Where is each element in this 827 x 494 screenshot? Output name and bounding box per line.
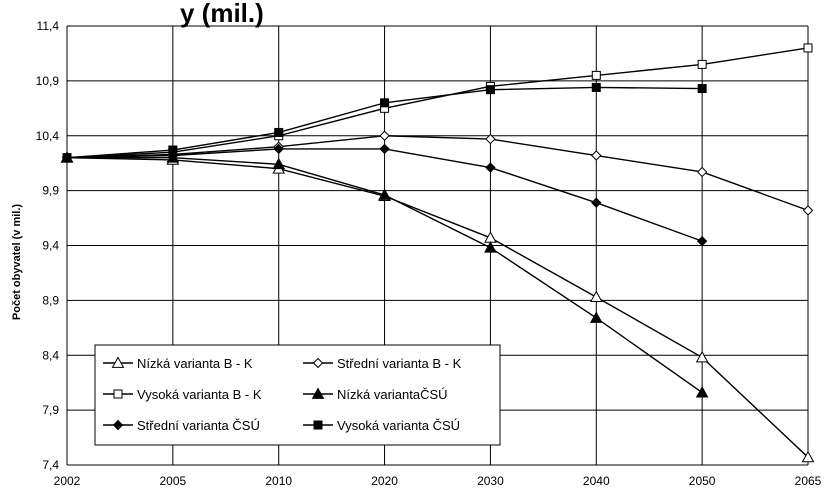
data-point [484, 231, 497, 243]
data-point [591, 197, 602, 208]
data-point [696, 166, 708, 178]
x-tick-label: 2005 [160, 474, 187, 488]
y-tick-label: 8,4 [42, 348, 59, 362]
legend-swatch-marker [112, 419, 124, 431]
y-tick-label: 10,9 [36, 74, 60, 88]
x-tick-label: 2020 [371, 474, 398, 488]
data-point [589, 311, 603, 323]
x-tick-label: 2030 [477, 474, 504, 488]
data-point [62, 153, 72, 163]
y-tick-label: 9,4 [42, 239, 59, 253]
x-tick-label: 2010 [265, 474, 292, 488]
data-point [697, 84, 707, 94]
series-line [66, 47, 809, 159]
data-point [379, 143, 390, 155]
y-tick-label: 10,4 [36, 129, 60, 143]
x-tick-label: 2065 [795, 474, 822, 488]
y-axis-label: Počet obyvatel (v mil.) [11, 204, 23, 320]
chart-title-fragment: y (mil.) [180, 0, 264, 28]
legend-swatch-marker [111, 356, 125, 368]
legend-box [94, 344, 501, 446]
x-tick-label: 2002 [54, 474, 81, 488]
data-point [591, 70, 601, 80]
legend-label: Nízká variantaČSÚ [337, 387, 448, 402]
y-tick-label: 8,9 [42, 293, 59, 307]
legend-swatch-marker [311, 387, 325, 399]
data-point [801, 450, 815, 463]
data-point [803, 43, 813, 53]
legend-label: Vysoká varianta ČSÚ [337, 418, 460, 433]
data-point [591, 150, 602, 161]
data-point [168, 145, 178, 155]
data-point [485, 162, 496, 173]
y-tick-label: 11,4 [37, 19, 60, 33]
legend-label: Střední varianta B - K [337, 356, 462, 371]
legend-swatch-marker [313, 420, 323, 430]
y-tick-label: 7,9 [42, 403, 59, 417]
data-point [274, 127, 284, 137]
data-point [485, 85, 495, 95]
data-point [802, 205, 814, 216]
data-point [272, 157, 286, 170]
y-tick-labels: 11,4 10,9 10,4 9,9 9,4 8,9 8,4 7,9 7,4 [36, 19, 60, 472]
data-point [485, 133, 496, 145]
data-point [589, 290, 603, 302]
legend-label: Vysoká varianta B - K [137, 387, 262, 402]
legend-swatch-marker [312, 357, 324, 369]
series-line [66, 135, 809, 212]
x-tick-labels: 2002 2005 2010 2020 2030 2040 2050 2065 [54, 474, 822, 488]
data-point [378, 188, 391, 200]
series-layer [60, 43, 815, 463]
x-tick-label: 2040 [583, 474, 610, 488]
x-tick-label: 2050 [689, 474, 716, 488]
data-point [591, 82, 601, 92]
series-line [66, 157, 809, 458]
data-point [696, 235, 708, 247]
y-tick-label: 9,9 [42, 184, 59, 198]
data-point [697, 59, 707, 69]
data-point [695, 386, 709, 398]
data-point [380, 98, 390, 108]
data-point [484, 241, 497, 253]
legend-label: Střední varianta ČSÚ [137, 418, 260, 433]
legend-swatch-marker [113, 389, 123, 399]
data-point [273, 143, 284, 155]
legend-label: Nízká varianta B - K [137, 356, 253, 371]
y-tick-label: 7,4 [42, 458, 59, 472]
legend: Nízká varianta B - K Střední varianta B -… [94, 344, 501, 446]
data-point [379, 130, 390, 141]
data-point [695, 350, 709, 363]
